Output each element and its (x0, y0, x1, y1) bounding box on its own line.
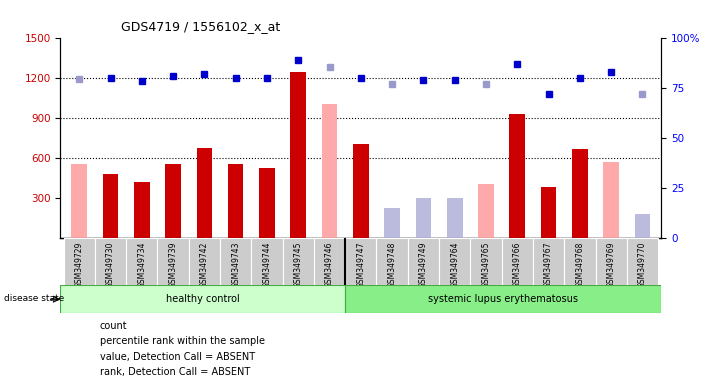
Bar (134, 182, 149, 238)
Text: GSM349768: GSM349768 (575, 242, 584, 288)
Text: GSM349769: GSM349769 (606, 242, 616, 288)
Bar (259, 167, 274, 238)
Bar (345, 285, 661, 313)
Text: GSM349767: GSM349767 (544, 242, 553, 288)
Text: count: count (100, 321, 127, 331)
Bar (596, 238, 627, 286)
Bar (321, 104, 337, 238)
Text: GSM349765: GSM349765 (481, 242, 491, 288)
Text: rank, Detection Call = ABSENT: rank, Detection Call = ABSENT (100, 367, 250, 377)
Bar (377, 238, 408, 286)
Bar (345, 238, 377, 286)
Bar (502, 238, 533, 286)
Bar (251, 238, 282, 286)
Text: GSM349770: GSM349770 (638, 242, 647, 288)
Text: disease state: disease state (4, 294, 64, 303)
Text: GSM349739: GSM349739 (169, 242, 178, 288)
Text: GDS4719 / 1556102_x_at: GDS4719 / 1556102_x_at (121, 20, 280, 33)
Bar (541, 187, 557, 238)
Bar (228, 164, 243, 238)
Text: GSM349742: GSM349742 (200, 242, 209, 288)
Text: healthy control: healthy control (166, 294, 240, 304)
Bar (479, 184, 494, 238)
Bar (63, 238, 95, 286)
Bar (71, 164, 87, 238)
Bar (604, 162, 619, 238)
Bar (314, 238, 345, 286)
Bar (565, 238, 596, 286)
Text: percentile rank within the sample: percentile rank within the sample (100, 336, 264, 346)
Text: GSM349729: GSM349729 (75, 242, 84, 288)
Text: systemic lupus erythematosus: systemic lupus erythematosus (428, 294, 578, 304)
Text: GSM349734: GSM349734 (137, 242, 146, 288)
Text: GSM349747: GSM349747 (356, 242, 365, 288)
Text: GSM349743: GSM349743 (231, 242, 240, 288)
Bar (60, 285, 345, 313)
Bar (188, 238, 220, 286)
Text: GSM349749: GSM349749 (419, 242, 428, 288)
Text: GSM349766: GSM349766 (513, 242, 522, 288)
Text: GSM349764: GSM349764 (450, 242, 459, 288)
Bar (95, 238, 126, 286)
Bar (353, 144, 369, 238)
Bar (447, 198, 463, 238)
Bar (290, 72, 306, 238)
Bar (385, 208, 400, 238)
Bar (439, 238, 471, 286)
Bar (157, 238, 188, 286)
Text: GSM349730: GSM349730 (106, 242, 115, 288)
Text: value, Detection Call = ABSENT: value, Detection Call = ABSENT (100, 352, 255, 362)
Bar (408, 238, 439, 286)
Bar (220, 238, 251, 286)
Bar (510, 114, 525, 238)
Text: GSM349744: GSM349744 (262, 242, 272, 288)
Bar (196, 147, 212, 238)
Text: GSM349748: GSM349748 (387, 242, 397, 288)
Bar (471, 238, 502, 286)
Text: GSM349745: GSM349745 (294, 242, 303, 288)
Bar (282, 238, 314, 286)
Bar (635, 214, 651, 238)
Bar (126, 238, 157, 286)
Bar (533, 238, 565, 286)
Text: GSM349746: GSM349746 (325, 242, 334, 288)
Bar (165, 164, 181, 238)
Bar (416, 198, 432, 238)
Bar (627, 238, 658, 286)
Bar (102, 174, 118, 238)
Bar (572, 149, 588, 238)
